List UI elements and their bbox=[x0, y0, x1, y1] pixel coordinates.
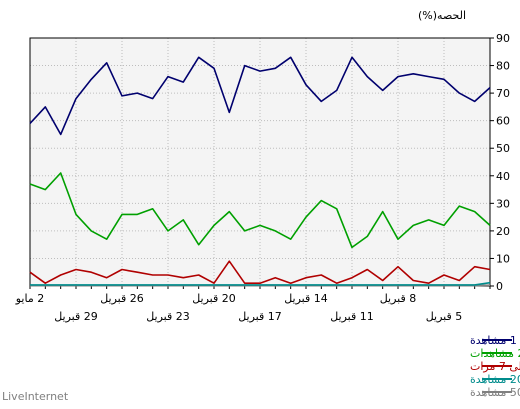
legend-label: 1 مشاهدة bbox=[470, 334, 517, 347]
legend-label: من3-2 مشاهدات bbox=[470, 347, 520, 360]
x-tick-label: 29 قبريل bbox=[54, 310, 98, 323]
y-tick-label: 10 bbox=[496, 252, 510, 265]
y-tick-label: 80 bbox=[496, 60, 510, 73]
x-tick-label: 14 قبريل bbox=[284, 292, 328, 305]
x-tick-label: 11 قبريل bbox=[330, 310, 374, 323]
x-tick-label: 2 مايو bbox=[15, 292, 44, 305]
x-tick-label: 17 قبريل bbox=[238, 310, 282, 323]
x-tick-label: 8 قبريل bbox=[380, 292, 417, 305]
x-tick-label: 26 قبريل bbox=[100, 292, 144, 305]
y-tick-label: 50 bbox=[496, 142, 510, 155]
y-tick-label: 20 bbox=[496, 225, 510, 238]
y-tick-label: 30 bbox=[496, 197, 510, 210]
x-axis: 2 مايو 26 قبريل 20 قبريل 14 قبريل 8 قبريل 29 … bbox=[15, 286, 491, 323]
legend-label: من8 الى 20 مشاهدة bbox=[470, 373, 520, 386]
series-lines bbox=[29, 56, 491, 287]
x-tick-label: 23 قبريل bbox=[146, 310, 190, 323]
series-line bbox=[29, 172, 491, 249]
y-tick-label: 40 bbox=[496, 170, 510, 183]
y-tick-label: 60 bbox=[496, 115, 510, 128]
legend-label: من 4 الى 7 مرات bbox=[470, 360, 520, 373]
series-line bbox=[30, 284, 491, 287]
series-line bbox=[30, 281, 491, 286]
y-axis-label: الحصه(%) bbox=[418, 9, 466, 22]
y-tick-label: 0 bbox=[496, 280, 503, 293]
y-tick-label: 90 bbox=[496, 32, 510, 45]
legend: 1 مشاهدةمن3-2 مشاهداتمن 4 الى 7 مراتمن8 … bbox=[470, 334, 520, 399]
watermark: LiveInternet bbox=[2, 390, 69, 403]
y-tick-label: 70 bbox=[496, 87, 510, 100]
legend-label: من 21 الى 50 مشاهدة bbox=[470, 386, 520, 399]
series-line bbox=[29, 260, 491, 285]
series-line bbox=[29, 56, 491, 136]
x-tick-label: 5 قبريل bbox=[426, 310, 463, 323]
grid-lines bbox=[30, 38, 490, 286]
x-tick-label: 20 قبريل bbox=[192, 292, 236, 305]
y-axis: 0 10 20 30 40 50 60 70 80 90 bbox=[490, 32, 510, 293]
